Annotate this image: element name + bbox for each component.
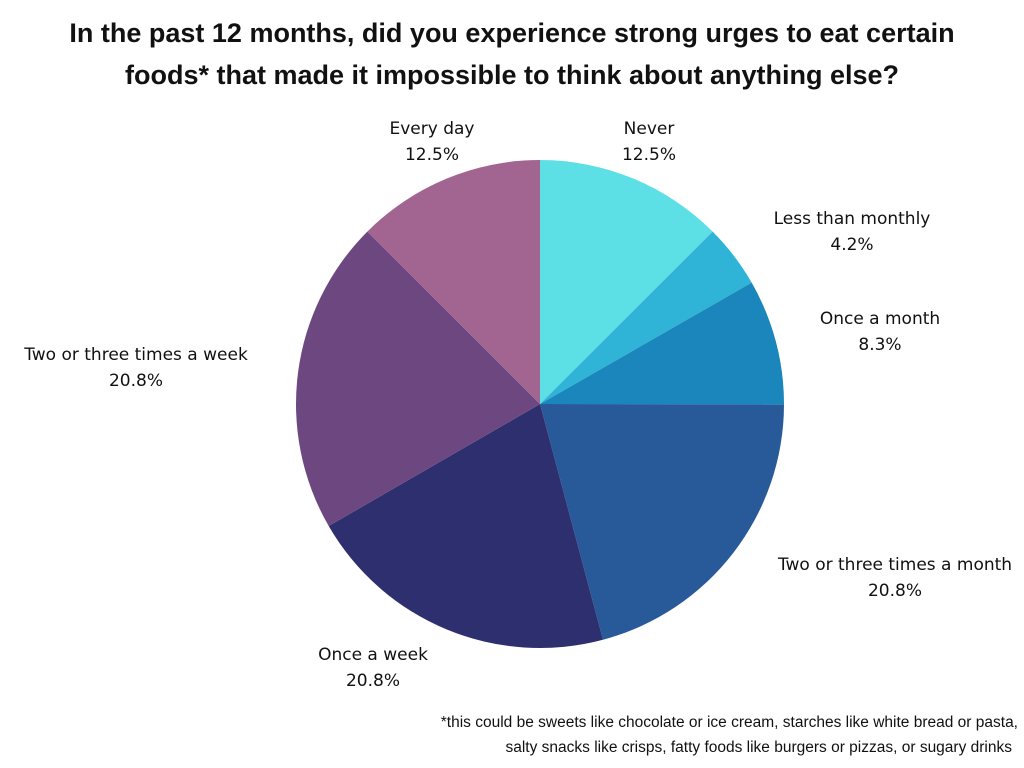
slice-value-once-a-week: 20.8% — [346, 671, 400, 691]
slice-value-two-or-three-times-a-month: 20.8% — [868, 581, 922, 601]
slice-label-less-than-monthly: Less than monthly — [774, 209, 931, 229]
pie-slice-once-a-week — [328, 404, 603, 649]
slice-label-once-a-week: Once a week — [318, 645, 428, 665]
pie-slice-every-day — [367, 160, 540, 404]
pie-slice-less-than-monthly — [540, 231, 752, 404]
slice-value-every-day: 12.5% — [405, 145, 459, 165]
slice-label-two-or-three-times-a-week: Two or three times a week — [23, 345, 248, 365]
slice-label-once-a-month: Once a month — [820, 309, 940, 329]
pie-slice-once-a-month — [540, 282, 785, 405]
slice-label-never: Never — [624, 119, 675, 139]
slice-value-less-than-monthly: 4.2% — [830, 235, 873, 255]
slice-label-every-day: Every day — [390, 119, 475, 139]
slice-label-two-or-three-times-a-month: Two or three times a month — [777, 555, 1012, 575]
pie-slice-never — [540, 160, 713, 404]
pie-slices — [295, 160, 785, 649]
footnote-line-1: *this could be sweets like chocolate or … — [440, 714, 1018, 731]
chart-title-line-2: foods* that made it impossible to think … — [124, 60, 900, 90]
chart-title-line-1: In the past 12 months, did you experienc… — [69, 18, 955, 48]
footnote-line-2: salty snacks like crisps, fatty foods li… — [505, 739, 1012, 756]
footnote: *this could be sweets like chocolate or … — [318, 710, 1018, 760]
slice-value-once-a-month: 8.3% — [858, 335, 901, 355]
pie-labels: Never 12.5% Less than monthly 4.2% Once a mo… — [23, 119, 1012, 691]
pie-slice-two-or-three-times-a-month — [540, 404, 784, 640]
slice-value-two-or-three-times-a-week: 20.8% — [109, 371, 163, 391]
pie-slice-two-or-three-times-a-week — [295, 231, 540, 526]
chart-title: In the past 12 months, did you experienc… — [0, 12, 1024, 96]
slice-value-never: 12.5% — [622, 145, 676, 165]
